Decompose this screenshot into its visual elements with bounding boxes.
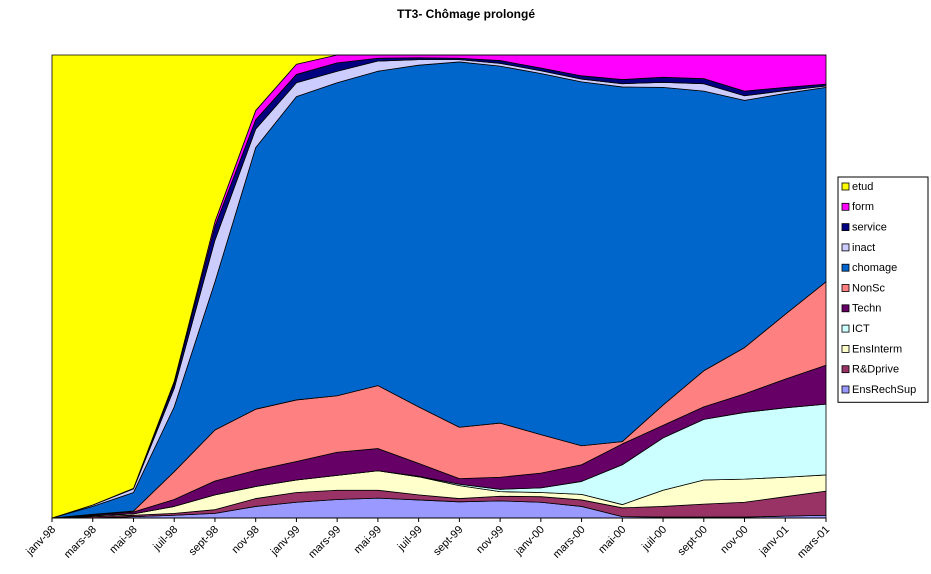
x-tick-label: nov-00 [718, 524, 750, 556]
legend-swatch [841, 182, 850, 191]
legend-label: NonSc [852, 282, 886, 294]
x-tick-label: juil-99 [395, 524, 425, 554]
x-tick-label: juil-00 [639, 524, 669, 554]
legend-swatch [841, 284, 850, 292]
x-tick-label: nov-99 [474, 524, 506, 556]
x-tick-label: mars-99 [306, 524, 343, 561]
x-tick-label: juil-98 [150, 524, 180, 554]
plot-area [51, 54, 827, 519]
legend-label: chomage [852, 262, 897, 274]
legend-label: ICT [852, 323, 870, 335]
x-tick-label: mai-98 [107, 524, 139, 556]
x-tick-label: mars-98 [62, 524, 99, 561]
legend-box [837, 176, 929, 403]
legend-label: EnsInterm [852, 343, 902, 355]
legend-label: service [852, 222, 887, 234]
legend-swatch [841, 223, 850, 232]
area [51, 54, 827, 519]
x-tick-label: mars-00 [551, 524, 588, 561]
legend-swatch [841, 243, 850, 252]
x-tick-label: mai-99 [352, 524, 384, 556]
legend-swatch [841, 304, 850, 313]
x-tick-label: janv-00 [512, 524, 547, 559]
legend-label: inact [852, 242, 875, 254]
legend-swatch [841, 324, 850, 333]
legend-label: Techn [852, 303, 881, 315]
x-tick-label: mai-00 [596, 524, 628, 556]
x-tick-label: janv-99 [268, 524, 303, 559]
legend-swatch [841, 344, 850, 353]
legend-label: R&Dprive [852, 364, 899, 376]
x-tick-label: janv-98 [23, 524, 58, 559]
legend-label: etud [852, 181, 873, 193]
legend-swatch [841, 385, 850, 394]
legend-label: form [852, 201, 874, 213]
legend-label: EnsRechSup [852, 384, 916, 396]
x-tick-label: sept-98 [187, 524, 221, 558]
legend-swatch [841, 263, 850, 272]
x-tick-label: nov-98 [230, 524, 262, 556]
legend-swatch [841, 365, 850, 374]
legend: etud form service inact chomage NonSc Techn ICT… [837, 176, 929, 403]
x-tick-label: sept-00 [676, 524, 710, 558]
x-axis: janv-98 mars-98 mai-98 juil-98 sept-98 nov-98… [23, 517, 832, 561]
chart-title: TT3- Chômage prolongé [397, 7, 535, 21]
x-tick-label: mars-01 [795, 524, 832, 561]
legend-swatch [841, 202, 850, 211]
x-tick-label: janv-01 [757, 524, 792, 559]
x-tick-label: sept-99 [431, 524, 465, 558]
